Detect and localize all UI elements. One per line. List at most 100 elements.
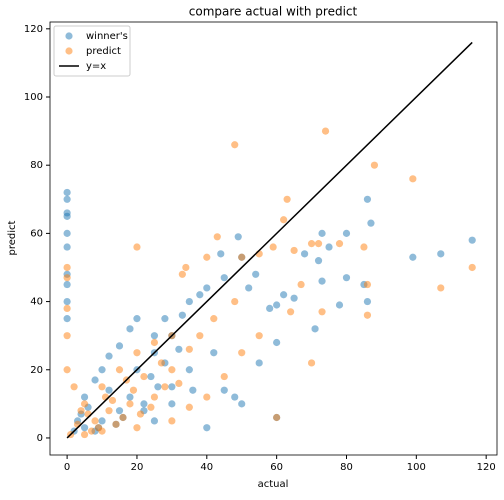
point — [245, 284, 253, 292]
point — [98, 383, 106, 391]
point — [196, 291, 204, 299]
point — [231, 393, 239, 401]
point — [203, 253, 211, 261]
point — [147, 372, 155, 381]
point — [196, 332, 204, 340]
point — [168, 417, 176, 425]
point — [266, 304, 274, 312]
point — [70, 383, 78, 391]
point — [105, 407, 113, 415]
point — [185, 366, 193, 374]
point — [150, 338, 159, 347]
point — [307, 240, 316, 248]
point — [63, 297, 71, 306]
point — [321, 127, 330, 135]
point — [318, 229, 326, 237]
x-tick-label: 80 — [340, 462, 353, 473]
point — [91, 417, 99, 425]
point — [468, 263, 476, 272]
point — [154, 383, 162, 391]
point — [168, 383, 176, 391]
x-tick-label: 120 — [477, 462, 496, 473]
point — [290, 246, 298, 255]
point — [63, 315, 71, 323]
point — [140, 372, 148, 381]
point — [297, 280, 305, 289]
y-tick-label: 20 — [30, 365, 43, 376]
x-tick-label: 40 — [200, 462, 213, 473]
point — [273, 301, 281, 309]
point — [360, 243, 368, 251]
point — [238, 253, 246, 261]
point — [325, 243, 333, 251]
point — [133, 424, 141, 432]
point — [129, 386, 138, 394]
point — [231, 141, 239, 149]
point — [126, 400, 134, 408]
point — [189, 386, 197, 394]
point — [115, 342, 124, 350]
point — [363, 311, 372, 319]
point — [252, 270, 260, 278]
point — [147, 403, 155, 411]
point — [307, 359, 316, 367]
point — [220, 372, 228, 381]
legend-label: winner's — [86, 31, 128, 42]
point — [280, 291, 288, 299]
point — [185, 297, 193, 306]
point — [220, 274, 228, 282]
point — [150, 393, 159, 401]
x-tick-label: 100 — [407, 462, 426, 473]
legend-marker — [65, 32, 73, 40]
point — [126, 325, 134, 333]
point — [119, 413, 127, 422]
point — [126, 393, 134, 401]
y-tick-label: 40 — [30, 297, 43, 308]
point — [115, 407, 124, 415]
point — [94, 424, 103, 432]
point — [105, 352, 113, 360]
point — [213, 233, 221, 241]
point — [98, 366, 106, 374]
point — [342, 274, 351, 282]
y-tick-label: 0 — [37, 433, 43, 444]
point — [133, 349, 141, 357]
point — [231, 297, 239, 306]
plot-frame — [49, 21, 498, 456]
point — [363, 280, 372, 289]
point — [168, 366, 176, 374]
point — [185, 345, 193, 353]
point — [314, 257, 323, 265]
legend-marker — [65, 47, 73, 55]
y-tick-label: 100 — [24, 92, 43, 103]
point — [409, 253, 417, 261]
y-tick-label: 120 — [24, 24, 43, 35]
point — [63, 263, 71, 272]
point — [409, 175, 417, 183]
point — [63, 195, 71, 203]
point — [437, 284, 445, 292]
point — [290, 294, 298, 302]
point — [63, 304, 71, 312]
point — [63, 366, 71, 374]
point — [182, 263, 190, 272]
y-tick-label: 80 — [30, 160, 43, 171]
point — [273, 413, 281, 422]
line — [66, 41, 473, 439]
point — [234, 233, 242, 241]
point — [63, 332, 71, 340]
point — [178, 311, 186, 319]
point — [105, 386, 113, 394]
x-tick-label: 0 — [64, 462, 70, 473]
point — [255, 359, 263, 367]
point — [80, 400, 89, 408]
point — [108, 396, 117, 405]
point — [91, 376, 99, 384]
point — [367, 219, 375, 227]
point — [437, 250, 445, 258]
point — [175, 379, 183, 388]
point — [168, 400, 176, 408]
point — [269, 243, 277, 251]
point — [112, 420, 120, 428]
point — [136, 410, 145, 418]
